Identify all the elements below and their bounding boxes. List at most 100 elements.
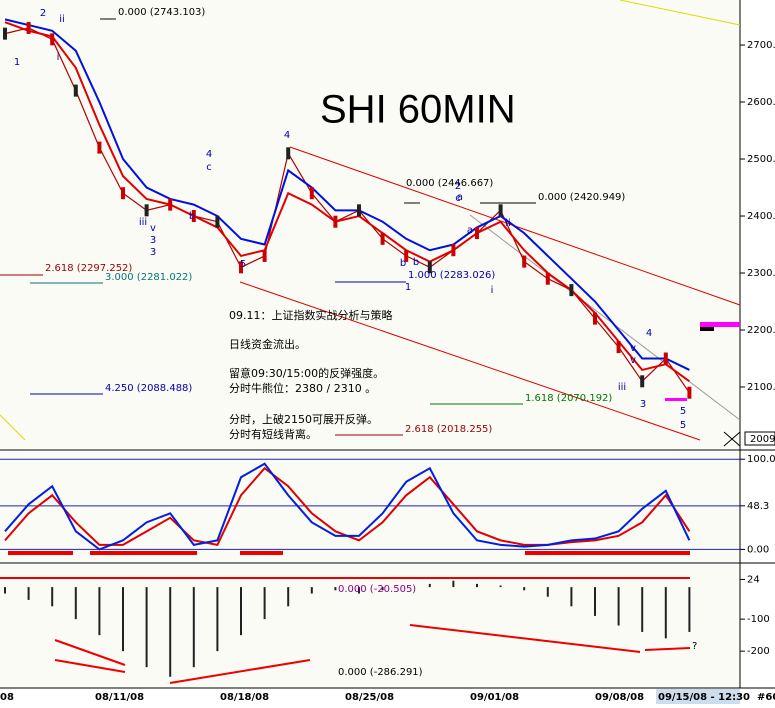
trend-line	[469, 214, 741, 421]
hist-bar	[27, 587, 30, 600]
candle	[144, 204, 149, 217]
hist-bar	[287, 587, 290, 607]
wave-label: v	[150, 223, 156, 234]
y-tick-label: 0.00	[747, 544, 769, 555]
y-tick-label: 2300.	[747, 268, 775, 279]
wave-label: 3	[640, 399, 646, 410]
hist-bar	[122, 587, 124, 652]
fib-label: 1.618 (2070.192)	[525, 393, 612, 404]
candle	[121, 187, 125, 200]
x-tick-label: 08/25/08	[345, 692, 394, 703]
hist-bar	[74, 587, 77, 620]
candle	[286, 147, 291, 160]
wave-label: i	[57, 52, 60, 63]
wave-label: 4	[206, 149, 212, 160]
hist-bar	[334, 587, 337, 591]
wave-label: 2	[40, 8, 46, 19]
hist-bar	[263, 587, 266, 620]
hist-bar	[4, 587, 6, 594]
y-tick-label: -100	[747, 614, 770, 625]
candle	[357, 204, 361, 217]
x-tick-label: 09/01/08	[470, 692, 519, 703]
cross	[723, 431, 741, 447]
hist-label: ?	[692, 641, 697, 652]
chart-title: SHI 60MIN	[320, 88, 516, 132]
series-line	[4, 18, 690, 371]
wave-label: 2	[455, 181, 461, 192]
candle	[545, 272, 550, 285]
hist-bar	[192, 587, 195, 668]
wave-label: 1	[14, 57, 20, 68]
candle	[191, 210, 196, 223]
y-tick-label: 24	[747, 574, 760, 585]
note: 分时牛熊位：2380 / 2310 。	[229, 381, 376, 395]
hist-bar	[428, 583, 431, 588]
hist-bar	[617, 587, 620, 626]
x-tick-label: 08	[0, 692, 14, 703]
trend-line	[619, 0, 741, 26]
wave-label: v	[630, 343, 636, 354]
arrow	[54, 624, 691, 684]
hist-bar	[145, 587, 148, 668]
wave-label: iii	[618, 382, 626, 393]
fib-label: 3.000 (2281.022)	[105, 272, 192, 283]
wave-label: ii	[59, 14, 65, 25]
note: 分时，上破2150可展开反弹。	[229, 412, 378, 426]
y-tick-label: 2100.	[747, 382, 775, 393]
note: 09.11：上证指数实战分析与策略	[229, 308, 393, 322]
x-tick-label: 09/08/08	[595, 692, 644, 703]
hist-label: 0.000 (-286.291)	[338, 667, 423, 678]
hist-bar	[358, 587, 360, 594]
candle	[427, 261, 432, 274]
candle	[616, 341, 621, 354]
x-tick-label: 09/15/08 - 12:30	[658, 692, 750, 703]
hist-bar	[476, 583, 478, 588]
fib-label: 1.000 (2283.026)	[408, 270, 495, 281]
hist-bar	[546, 587, 549, 597]
candle	[522, 255, 527, 268]
wave-label: 3	[150, 247, 156, 258]
trend-line	[239, 281, 701, 441]
hist-bar	[381, 587, 384, 591]
fib-label: 2.618 (2018.255)	[405, 424, 492, 435]
candle	[593, 312, 597, 325]
wave-label: c	[455, 193, 461, 204]
wave-label: 1	[405, 282, 411, 293]
fib-label: 0.000 (2420.949)	[538, 192, 625, 203]
y-tick-label: 2400.	[747, 211, 775, 222]
marker	[700, 322, 740, 327]
hist-bar	[452, 580, 455, 588]
hist-label: 0.000 (-20.505)	[338, 584, 416, 595]
wave-label: iii	[139, 217, 147, 228]
hist-bar	[310, 587, 313, 594]
wave-label: b	[189, 211, 195, 222]
candle	[168, 198, 173, 211]
candle	[569, 284, 574, 297]
wave-label: 5	[240, 259, 246, 270]
fib-label: 0.000 (2743.103)	[118, 7, 205, 18]
candle	[26, 21, 31, 34]
hist-bar	[594, 587, 596, 616]
hist-bar	[570, 587, 573, 607]
candle	[73, 84, 78, 97]
x-tick-label: #60	[757, 692, 775, 703]
candle	[3, 27, 7, 40]
candle	[262, 249, 267, 262]
y-tick-label: 2500.	[747, 154, 775, 165]
trend-line	[0, 414, 26, 441]
candle	[687, 386, 692, 399]
wave-label: 5	[680, 420, 686, 431]
candle	[640, 375, 645, 388]
candle	[97, 141, 102, 154]
wave-label: 5	[680, 406, 686, 417]
hist-bar	[688, 587, 691, 632]
candle	[239, 261, 243, 274]
candle	[475, 227, 479, 240]
current-price: 2009.1	[750, 434, 775, 445]
x-tick-label: 08/18/08	[220, 692, 269, 703]
wave-label: ii	[505, 218, 511, 229]
candle	[451, 244, 456, 257]
candle	[380, 232, 385, 245]
